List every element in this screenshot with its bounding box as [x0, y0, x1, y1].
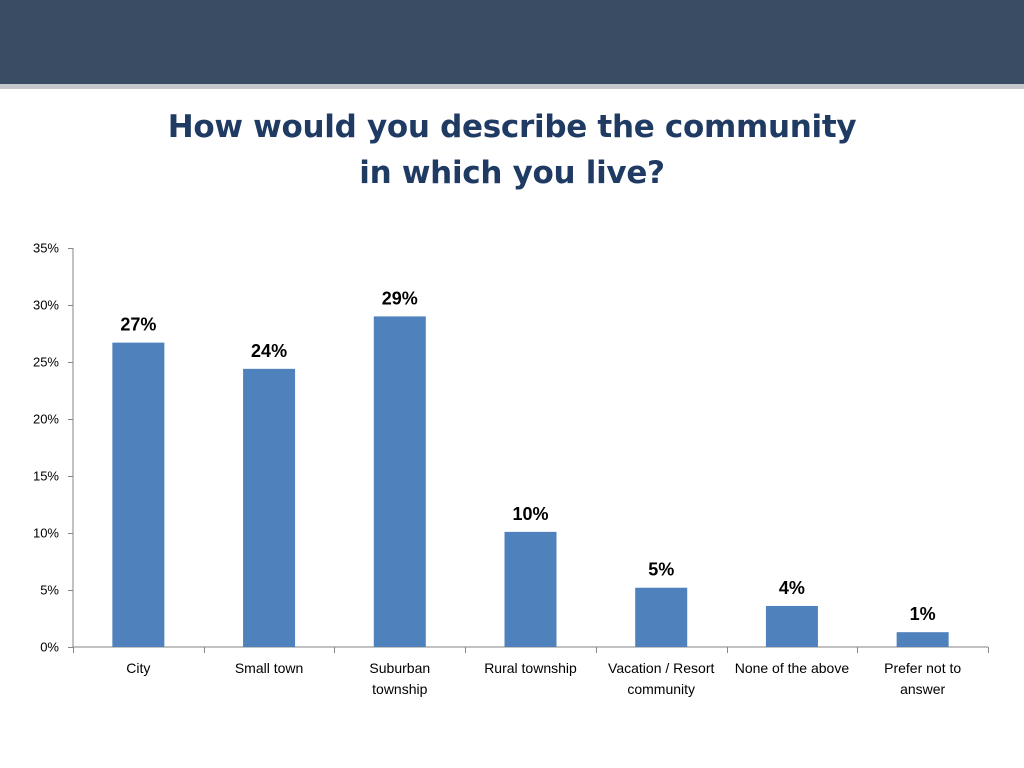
bar — [765, 605, 818, 647]
x-category-label: Rural township — [484, 660, 577, 676]
y-tick-label: 15% — [33, 469, 59, 484]
data-label: 5% — [648, 560, 674, 580]
bar — [635, 587, 688, 647]
bar — [243, 368, 296, 647]
chart-title-line-2: in which you live? — [359, 155, 665, 191]
data-label: 24% — [251, 341, 287, 361]
data-label: 4% — [779, 578, 805, 598]
x-category-label: Vacation / Resort — [608, 660, 714, 676]
y-tick-label: 20% — [33, 412, 59, 427]
bar — [896, 632, 949, 647]
y-tick-label: 5% — [40, 583, 59, 598]
x-category-label: answer — [900, 681, 945, 697]
y-tick-label: 35% — [33, 241, 59, 256]
y-tick-label: 0% — [40, 640, 59, 655]
x-category-label: township — [372, 681, 427, 697]
bar — [504, 531, 557, 647]
y-tick-label: 10% — [33, 526, 59, 541]
chart-title-line-1: How would you describe the community — [167, 109, 857, 145]
y-tick-label: 25% — [33, 355, 59, 370]
data-label: 10% — [512, 504, 548, 524]
x-category-label: Prefer not to — [884, 660, 961, 676]
header-bar — [0, 0, 1024, 89]
y-tick-label: 30% — [33, 298, 59, 313]
x-category-label: community — [627, 681, 695, 697]
x-category-label: City — [126, 660, 150, 676]
x-category-label: Suburban — [369, 660, 430, 676]
data-label: 27% — [120, 315, 156, 335]
x-category-label: Small town — [235, 660, 303, 676]
bar — [373, 316, 426, 647]
data-label: 1% — [910, 604, 936, 624]
x-category-label: None of the above — [735, 660, 850, 676]
data-label: 29% — [382, 288, 418, 308]
bar — [112, 342, 165, 647]
chart-title: How would you describe the community in … — [0, 104, 1024, 196]
